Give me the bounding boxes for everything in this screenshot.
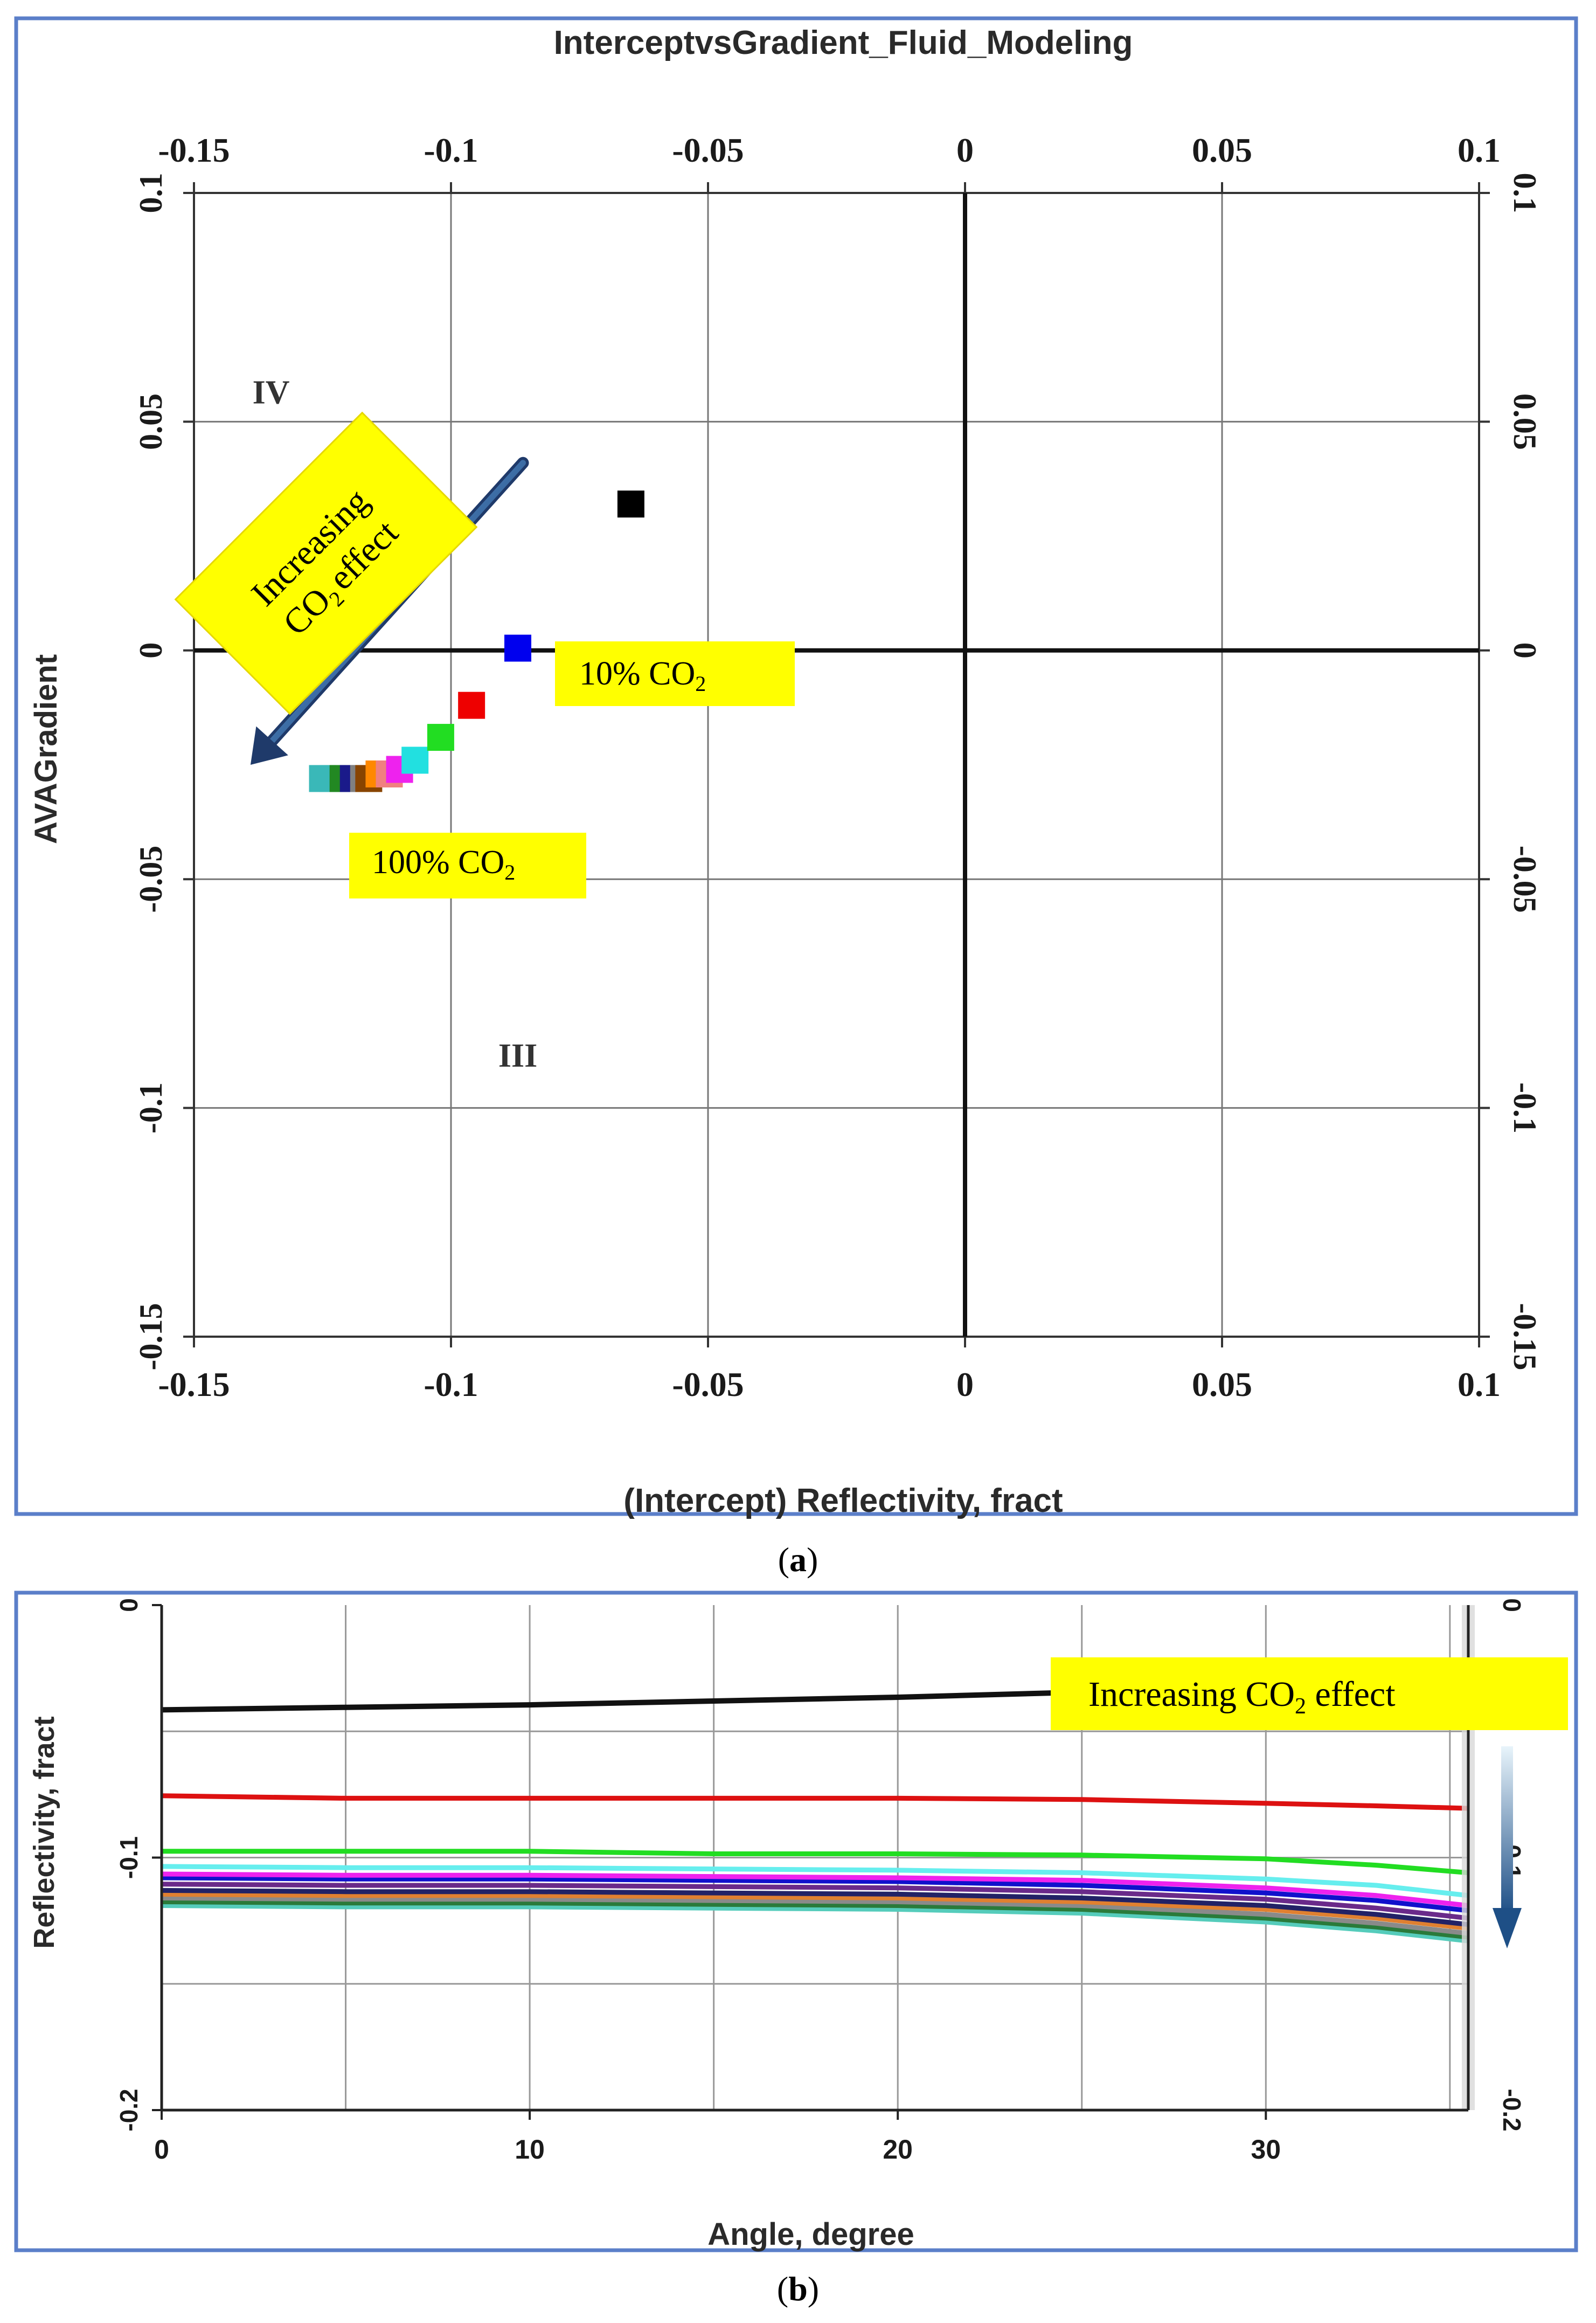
b-right-y-tick-label: -0.2	[1498, 2089, 1526, 2131]
a-top-x-tick-label: -0.05	[672, 131, 744, 169]
a-top-x-tick-label: 0.1	[1458, 131, 1501, 169]
series-line-cyan	[161, 1864, 1469, 1898]
series-line-purple	[161, 1882, 1469, 1921]
series-line-gray	[161, 1896, 1469, 1936]
data-point	[427, 724, 454, 751]
caption-a: (a)	[778, 1540, 818, 1579]
a-top-x-tick-label: 0	[956, 131, 974, 169]
a-left-y-tick-label: 0	[133, 642, 169, 659]
panel-a-quadrant-labels: IV III	[253, 374, 538, 1074]
panel-b-series	[161, 1675, 1469, 1944]
caption-b: (b)	[777, 2270, 819, 2308]
label-100-percent-co2: 100% CO2	[349, 833, 586, 898]
series-line-darkgreen	[161, 1899, 1469, 1940]
series-line-teal	[161, 1903, 1469, 1944]
series-line-red	[161, 1793, 1469, 1811]
a-bottom-x-tick-label: 0	[956, 1365, 974, 1404]
data-point	[458, 692, 485, 719]
a-right-y-tick-label: 0.05	[1507, 393, 1543, 450]
b-right-y-tick-label: 0	[1498, 1598, 1526, 1612]
a-right-y-tick-label: 0	[1507, 642, 1543, 659]
b-x-tick-label: 30	[1251, 2134, 1281, 2165]
b-x-tick-label: 10	[515, 2134, 545, 2165]
panel-b-grid	[162, 1605, 1468, 2110]
a-left-y-tick-label: -0.15	[133, 1303, 169, 1371]
a-top-x-tick-label: 0.05	[1192, 131, 1252, 169]
a-bottom-x-tick-label: 0.1	[1458, 1365, 1501, 1404]
b-left-y-tick-label: -0.2	[115, 2089, 143, 2131]
a-left-y-tick-label: -0.1	[133, 1082, 169, 1133]
panel-b-xlabel: Angle, degree	[707, 2217, 914, 2252]
a-right-y-tick-label: 0.1	[1507, 173, 1543, 213]
series-line-green	[162, 1849, 1469, 1876]
panel-a-frame	[14, 16, 1578, 1516]
increasing-co2-down-arrow	[1493, 1746, 1522, 1948]
data-point	[401, 746, 429, 774]
svg-text:100% CO2: 100% CO2	[372, 844, 515, 884]
panel-a-ylabel: AVAGradient	[29, 654, 64, 844]
a-bottom-x-tick-label: -0.1	[424, 1365, 478, 1404]
svg-text:Increasing CO2 effect: Increasing CO2 effect	[1088, 1675, 1396, 1719]
series-line-blue	[161, 1875, 1469, 1913]
panel-b-ylabel: Reflectivity, fract	[28, 1716, 60, 1948]
series-line-magenta	[161, 1871, 1469, 1908]
a-bottom-x-tick-label: 0.05	[1192, 1365, 1252, 1404]
a-bottom-x-tick-label: -0.15	[158, 1365, 230, 1404]
a-left-y-tick-label: 0.05	[133, 393, 169, 450]
a-top-x-tick-label: -0.15	[158, 131, 230, 169]
series-line-orange	[161, 1891, 1469, 1931]
panel-a-tick-labels: -0.15-0.15-0.1-0.1-0.05-0.05000.050.050.…	[133, 131, 1543, 1404]
panel-a-xlabel: (Intercept) Reflectivity, fract	[623, 1482, 1063, 1519]
a-right-y-tick-label: -0.05	[1507, 846, 1543, 913]
panel-a-axes	[183, 182, 1490, 1347]
a-right-y-tick-label: -0.15	[1507, 1303, 1543, 1371]
quadrant-label: III	[498, 1038, 537, 1074]
a-right-y-tick-label: -0.1	[1507, 1082, 1543, 1133]
a-top-x-tick-label: -0.1	[424, 131, 478, 169]
increasing-co2-callout: Increasing CO2effect	[174, 411, 478, 715]
b-x-tick-label: 0	[154, 2134, 169, 2165]
b-left-y-tick-label: -0.1	[115, 1836, 143, 1879]
data-point	[617, 490, 644, 518]
b-x-tick-label: 20	[883, 2134, 913, 2165]
a-left-y-tick-label: -0.05	[133, 846, 169, 913]
quadrant-label: IV	[253, 374, 290, 411]
data-point	[504, 634, 532, 662]
panel-a: -0.15-0.15-0.1-0.1-0.05-0.05000.050.050.…	[14, 16, 1578, 1519]
a-left-y-tick-label: 0.1	[133, 173, 169, 213]
b-left-y-tick-label: 0	[115, 1598, 143, 1612]
svg-text:10% CO2: 10% CO2	[579, 655, 706, 696]
series-line-navy	[161, 1888, 1469, 1927]
a-bottom-x-tick-label: -0.05	[672, 1365, 744, 1404]
label-10-percent-co2: 10% CO2	[555, 641, 795, 706]
panel-a-points	[309, 490, 644, 792]
increasing-co2-effect-label: Increasing CO2 effect	[1051, 1657, 1568, 1730]
panel-a-title: InterceptvsGradient_Fluid_Modeling	[554, 24, 1133, 61]
